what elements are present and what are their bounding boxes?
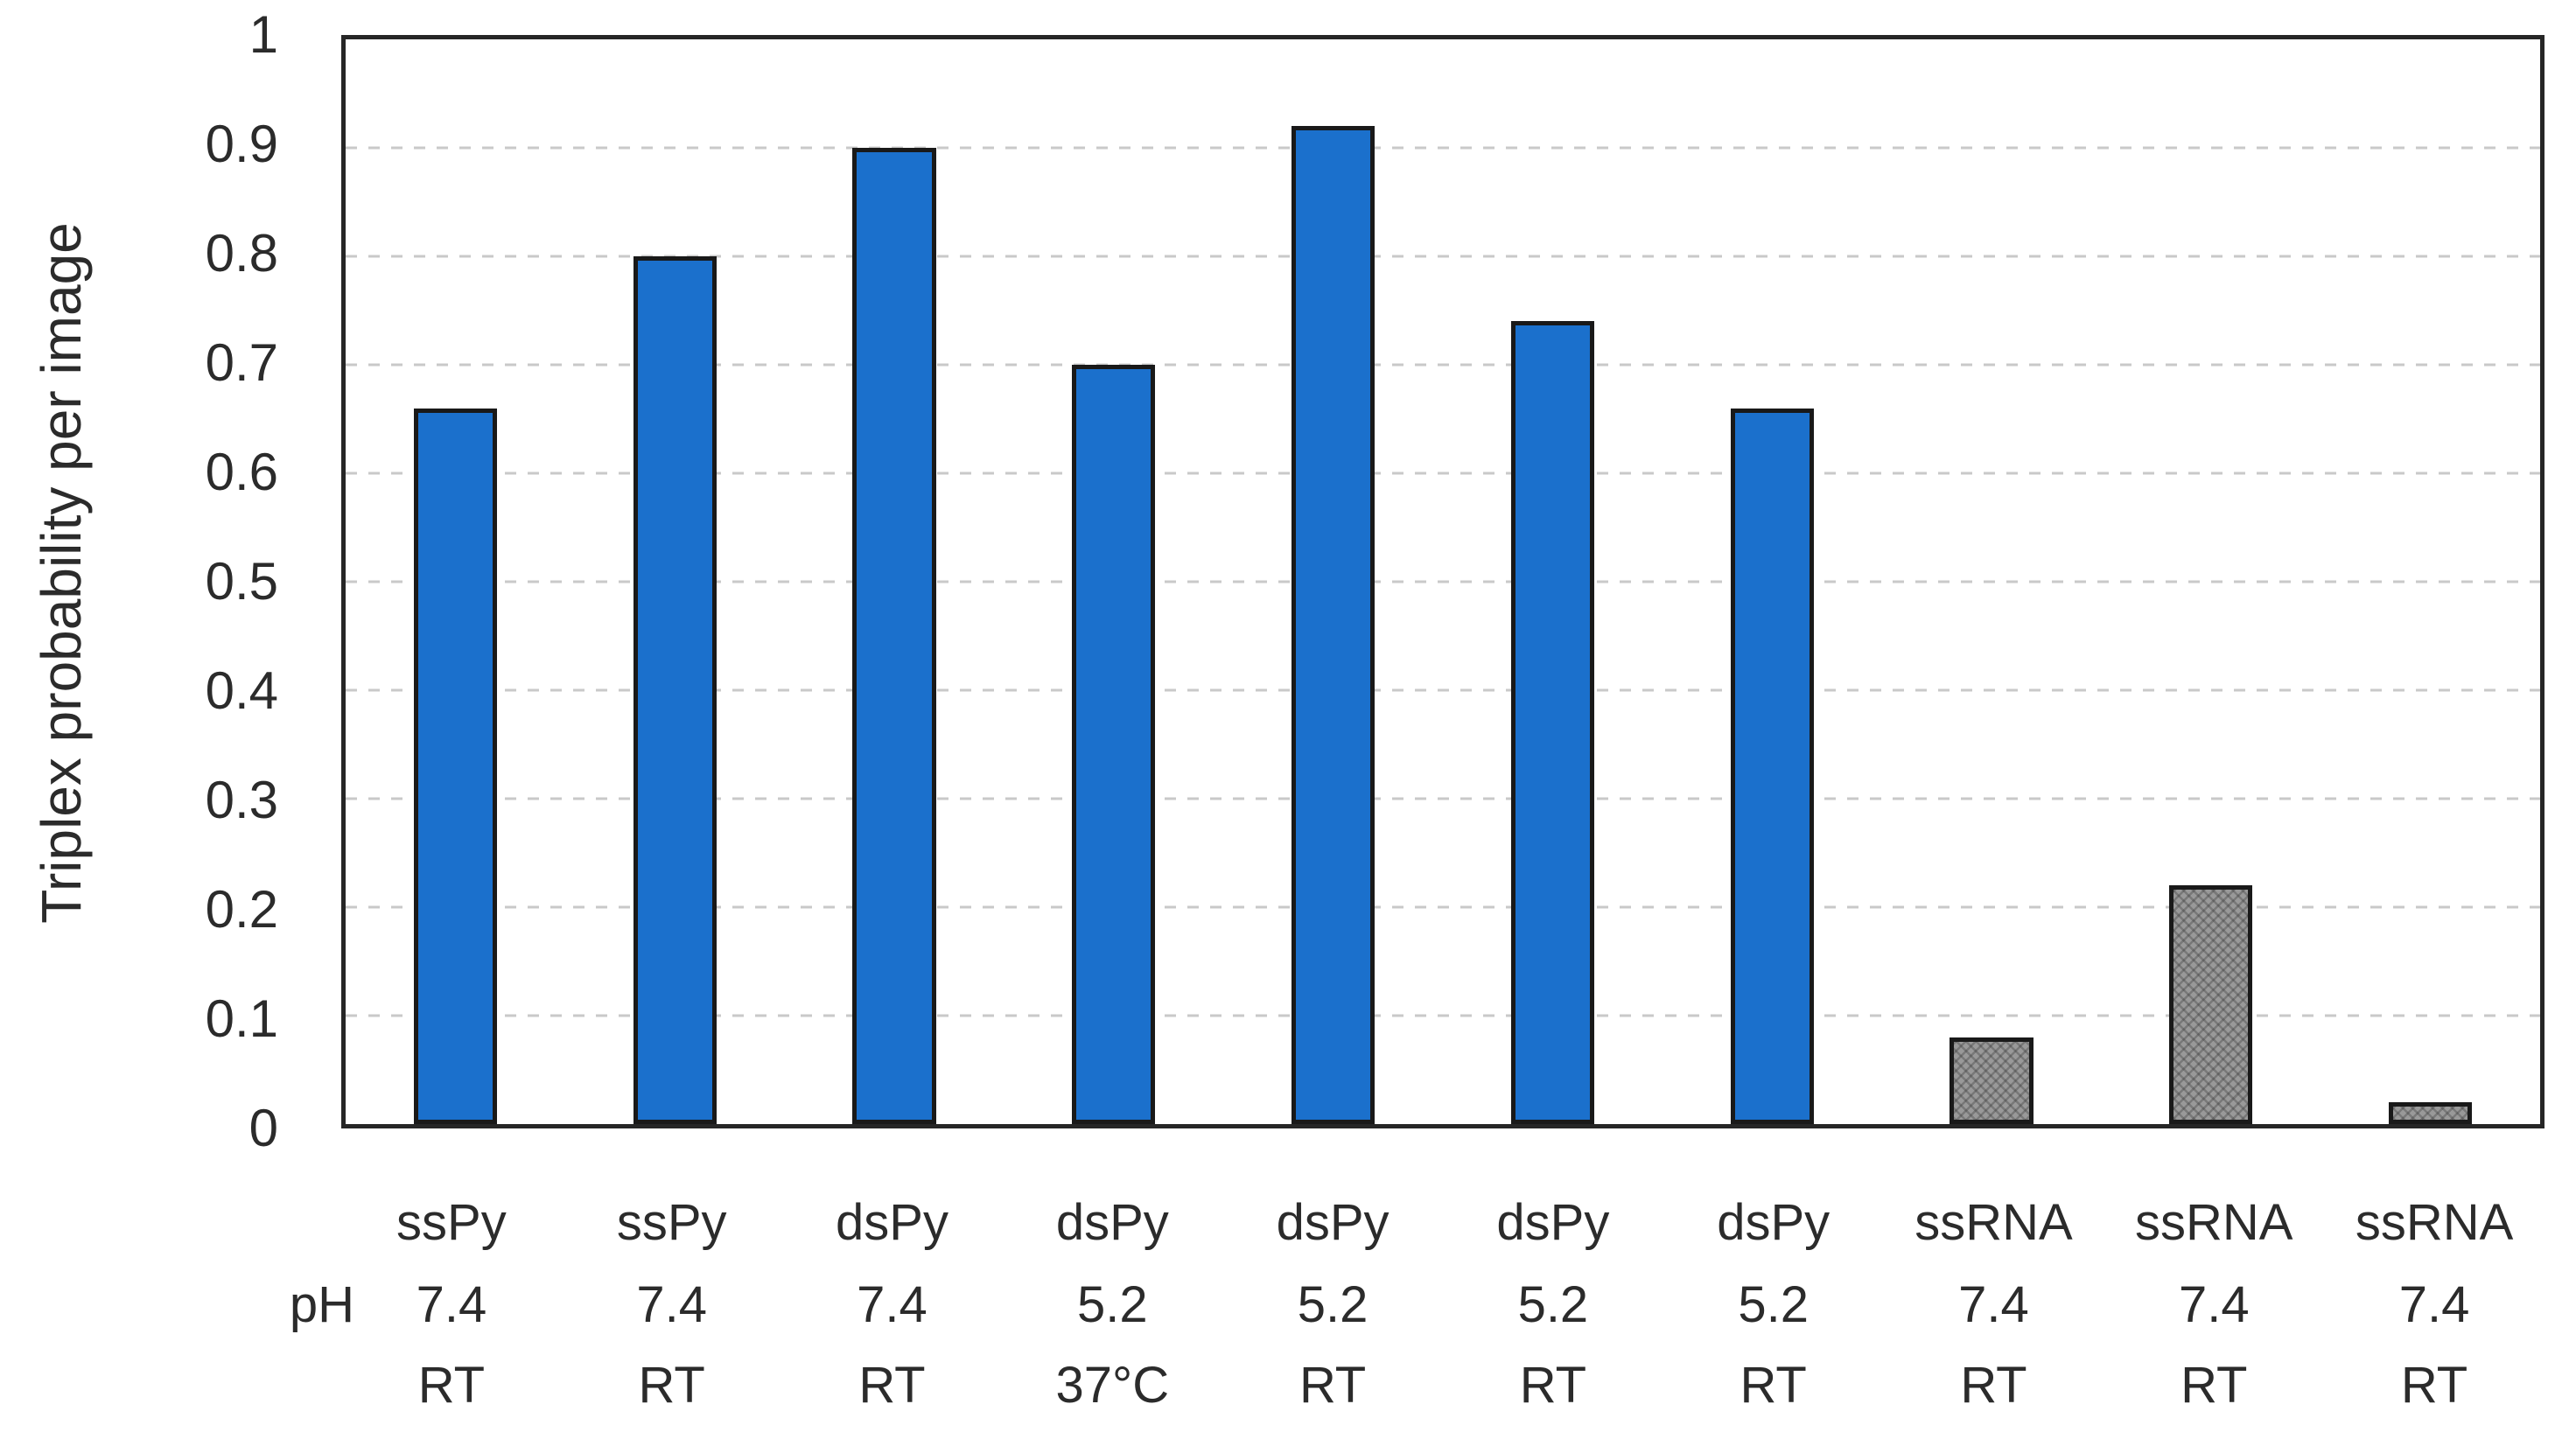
x-label-temperature: RT: [1740, 1357, 1807, 1414]
gridline: [346, 688, 2540, 692]
x-label-ph: 5.2: [1517, 1276, 1589, 1333]
y-tick-label: 0.7: [205, 333, 278, 392]
x-label-ph: 5.2: [1076, 1276, 1148, 1333]
bar-dspy-3: [852, 148, 936, 1124]
gridline: [346, 797, 2540, 800]
ph-row-prefix-label: pH: [289, 1276, 354, 1333]
x-label-sample: dsPy: [836, 1194, 948, 1251]
x-label-sample: ssPy: [616, 1194, 727, 1251]
y-tick-label: 0.5: [205, 552, 278, 611]
x-label-temperature: RT: [858, 1357, 926, 1414]
bar-slot: [1004, 39, 1223, 1124]
y-tick-label: 0.9: [205, 115, 278, 173]
y-tick-label: 0.6: [205, 443, 278, 501]
x-label-temperature: RT: [417, 1357, 486, 1414]
x-label-sample: ssRNA: [1914, 1194, 2073, 1251]
y-tick-label: 0.1: [205, 989, 278, 1048]
plot-area: [341, 35, 2544, 1128]
y-tick-label: 1: [248, 5, 278, 64]
x-label-temperature: RT: [2180, 1357, 2248, 1414]
x-label-ph: 7.4: [636, 1276, 708, 1333]
bar-slot: [2320, 39, 2540, 1124]
bar-slot: [565, 39, 785, 1124]
gridline: [346, 255, 2540, 258]
bars-container: [346, 39, 2540, 1124]
bar-sspy-2: [633, 256, 717, 1124]
x-label-sample: ssPy: [396, 1194, 507, 1251]
bar-dspy-7: [1730, 408, 1814, 1124]
x-label-sample: dsPy: [1717, 1194, 1830, 1251]
x-label-sample: dsPy: [1276, 1194, 1390, 1251]
y-tick-label: 0.4: [205, 661, 278, 720]
x-label-ph: 7.4: [2178, 1276, 2250, 1333]
y-tick-label: 0.3: [205, 771, 278, 829]
bar-slot: [2101, 39, 2320, 1124]
gridline: [346, 363, 2540, 367]
gridline: [346, 580, 2540, 583]
bar-slot: [346, 39, 565, 1124]
bar-slot: [1882, 39, 2102, 1124]
y-tick-label: 0.8: [205, 224, 278, 283]
y-tick-label: 0.2: [205, 880, 278, 939]
gridline: [346, 1014, 2540, 1017]
x-label-ph: 5.2: [1297, 1276, 1368, 1333]
x-label-ph: 7.4: [1958, 1276, 2029, 1333]
gridline: [346, 146, 2540, 150]
x-label-sample: ssRNA: [2355, 1194, 2514, 1251]
bar-ssrna-8: [1950, 1037, 2034, 1124]
bar-slot: [1443, 39, 1662, 1124]
x-label-temperature: RT: [1298, 1357, 1367, 1414]
x-axis-row-temperatures: RT RT RT 37°C RT RT RT RT RT RT: [341, 1360, 2544, 1411]
bar-slot: [785, 39, 1004, 1124]
bar-slot: [1223, 39, 1443, 1124]
x-label-ph: 7.4: [857, 1276, 928, 1333]
gridline: [346, 472, 2540, 475]
bar-sspy-1: [413, 408, 498, 1124]
x-label-temperature: RT: [638, 1357, 705, 1414]
x-label-temperature: RT: [2400, 1357, 2468, 1414]
bar-slot: [1662, 39, 1882, 1124]
bar-dspy-4: [1072, 365, 1156, 1124]
bar-dspy-5: [1291, 126, 1376, 1124]
y-tick-label: 0: [248, 1099, 278, 1157]
x-label-ph: 5.2: [1738, 1276, 1809, 1333]
bar-ssrna-10: [2388, 1102, 2473, 1124]
gridline: [346, 905, 2540, 909]
x-label-sample: dsPy: [1496, 1194, 1610, 1251]
bar-ssrna-9: [2169, 885, 2253, 1124]
bar-dspy-6: [1510, 321, 1595, 1124]
x-label-sample: ssRNA: [2135, 1194, 2293, 1251]
x-label-sample: dsPy: [1055, 1194, 1169, 1251]
x-label-temperature: RT: [1960, 1357, 2027, 1414]
x-axis-row-sample-names: ssPy ssPy dsPy dsPy dsPy dsPy dsPy ssRNA ssRNA ss…: [341, 1198, 2544, 1248]
x-label-ph: 7.4: [416, 1276, 487, 1333]
x-label-ph: 7.4: [2398, 1276, 2470, 1333]
x-axis-row-ph-values: 7.4 7.4 7.4 5.2 5.2 5.2 5.2 7.4 7.4 7.4: [341, 1280, 2544, 1331]
x-label-temperature: RT: [1519, 1357, 1587, 1414]
x-label-temperature: 37°C: [1055, 1357, 1170, 1414]
